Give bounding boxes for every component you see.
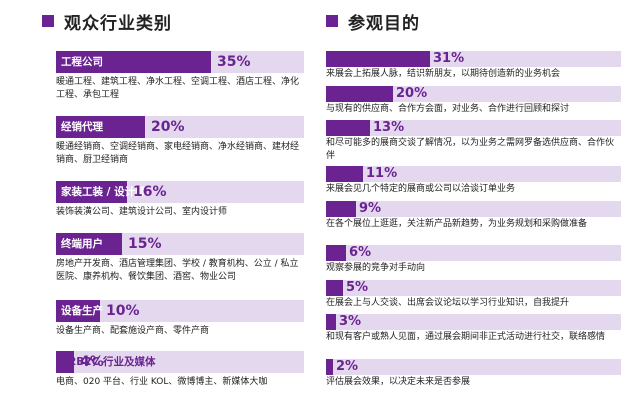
purpose-bar-track: 6% (326, 245, 621, 261)
industry-bar-fill (56, 116, 145, 138)
purpose-item: 3% 和现有客户或熟人见面，通过展会期间非正式活动进行社交，联络感情 (326, 314, 621, 344)
industry-description: 暖通经销商、空调经销商、家电经销商、净水经销商、建材经销商、厨卫经销商 (56, 142, 300, 165)
industry-bar-track: 设备生产 10% (56, 300, 304, 322)
industry-bar-track: B2B2C 行业及媒体 4% (56, 351, 304, 373)
industry-bar-fill (56, 181, 127, 203)
industry-percent: 16% (133, 184, 167, 200)
purpose-percent: 2% (336, 359, 359, 374)
purpose-item: 9% 在各个展位上逛逛，关注新产品新趋势，为业务规划和采购做准备 (326, 201, 621, 231)
purpose-item: 11% 来展会见几个特定的展商或公司以洽谈订单业务 (326, 166, 621, 196)
industry-bar-fill (56, 351, 74, 373)
industry-bar-track: 家装工装 / 设计师 16% (56, 181, 304, 203)
purpose-bar-track: 13% (326, 120, 621, 136)
industry-bar-fill (56, 300, 100, 322)
purpose-percent: 13% (373, 120, 405, 135)
purpose-title: 参观目的 (348, 13, 420, 34)
purpose-bar-track: 5% (326, 280, 621, 296)
purpose-bar-track: 9% (326, 201, 621, 217)
purpose-percent: 20% (396, 86, 428, 101)
industry-title: 观众行业类别 (64, 13, 172, 34)
purpose-percent: 5% (346, 280, 369, 295)
purpose-percent: 3% (339, 314, 362, 329)
purpose-percent: 9% (359, 201, 382, 216)
industry-description: 设备生产商、配套施设产商、零件产商 (56, 326, 210, 336)
industry-heading: 观众行业类别 (42, 9, 172, 34)
purpose-item: 6% 观察参展的竞争对手动向 (326, 245, 621, 275)
industry-item: 经销代理 20% 暖通经销商、空调经销商、家电经销商、净水经销商、建材经销商、厨… (56, 116, 304, 167)
purpose-description: 在展会上与人交谈、出席会议论坛以学习行业知识，自我提升 (326, 298, 570, 308)
purpose-description: 评估展会效果，以决定未来是否参展 (326, 377, 471, 387)
purpose-item: 20% 与现有的供应商、合作方会面，对业务、合作进行回顾和探讨 (326, 86, 621, 116)
industry-name: 工程公司 (61, 56, 103, 68)
industry-description: 电商、020 平台、行业 KOL、微博博主、新媒体大咖 (56, 377, 268, 387)
purpose-description: 来展会见几个特定的展商或公司以洽谈订单业务 (326, 184, 516, 194)
industry-item: 工程公司 35% 暖通工程、建筑工程、净水工程、空调工程、酒店工程、净化工程、承… (56, 51, 304, 102)
purpose-bar-fill (326, 314, 336, 330)
purpose-bar-fill (326, 359, 333, 375)
purpose-item: 5% 在展会上与人交谈、出席会议论坛以学习行业知识，自我提升 (326, 280, 621, 310)
purpose-description: 和现有客户或熟人见面，通过展会期间非正式活动进行社交，联络感情 (326, 332, 606, 342)
purpose-bar-fill (326, 120, 370, 136)
industry-bar-track: 终端用户 15% (56, 233, 304, 255)
industry-bar-fill (56, 51, 211, 73)
purpose-bar-fill (326, 166, 363, 182)
industry-description: 装饰装潢公司、建筑设计公司、室内设计师 (56, 207, 228, 217)
industry-description: 房地产开发商、酒店管理集团、学校 / 教育机构、公立 / 私立医院、康养机构、餐… (56, 259, 299, 282)
industry-percent: 15% (128, 236, 162, 252)
square-icon (42, 15, 54, 27)
industry-bar-fill (56, 233, 122, 255)
industry-percent: 35% (217, 54, 251, 70)
industry-item: B2B2C 行业及媒体 4% 电商、020 平台、行业 KOL、微博博主、新媒体… (56, 351, 304, 389)
industry-name: 设备生产 (61, 305, 103, 317)
purpose-bar-track: 11% (326, 166, 621, 182)
purpose-item: 2% 评估展会效果，以决定未来是否参展 (326, 359, 621, 389)
purpose-percent: 11% (366, 166, 398, 181)
industry-bar-track: 经销代理 20% (56, 116, 304, 138)
purpose-description: 和尽可能多的展商交谈了解情况，以为业务之需网罗备选供应商、合作伙伴 (326, 138, 615, 161)
square-icon (326, 15, 338, 27)
industry-name: 终端用户 (61, 238, 103, 250)
purpose-description: 来展会上拓展人脉，结识新朋友，以期待创造新的业务机会 (326, 69, 561, 79)
purpose-item: 31% 来展会上拓展人脉，结识新朋友，以期待创造新的业务机会 (326, 51, 621, 81)
industry-name: 经销代理 (61, 121, 103, 133)
purpose-description: 与现有的供应商、合作方会面，对业务、合作进行回顾和探讨 (326, 104, 570, 114)
purpose-bar-track: 3% (326, 314, 621, 330)
purpose-bar-fill (326, 201, 356, 217)
industry-percent: 4% (80, 354, 104, 370)
industry-item: 设备生产 10% 设备生产商、配套施设产商、零件产商 (56, 300, 304, 338)
purpose-percent: 31% (433, 51, 465, 66)
purpose-bar-fill (326, 245, 346, 261)
industry-name: B2B2C 行业及媒体 (61, 356, 156, 368)
industry-percent: 10% (106, 303, 140, 319)
industry-percent: 20% (151, 119, 185, 135)
purpose-bar-fill (326, 51, 430, 67)
purpose-description: 观察参展的竞争对手动向 (326, 263, 426, 273)
purpose-bar-track: 2% (326, 359, 621, 375)
purpose-description: 在各个展位上逛逛，关注新产品新趋势，为业务规划和采购做准备 (326, 219, 588, 229)
industry-item: 终端用户 15% 房地产开发商、酒店管理集团、学校 / 教育机构、公立 / 私立… (56, 233, 304, 284)
purpose-bar-fill (326, 280, 343, 296)
industry-description: 暖通工程、建筑工程、净水工程、空调工程、酒店工程、净化工程、承包工程 (56, 77, 300, 100)
purpose-heading: 参观目的 (326, 9, 420, 34)
industry-name: 家装工装 / 设计师 (61, 186, 146, 198)
purpose-bar-fill (326, 86, 393, 102)
purpose-bar-track: 31% (326, 51, 621, 67)
purpose-percent: 6% (349, 245, 372, 260)
purpose-item: 13% 和尽可能多的展商交谈了解情况，以为业务之需网罗备选供应商、合作伙伴 (326, 120, 621, 163)
industry-item: 家装工装 / 设计师 16% 装饰装潢公司、建筑设计公司、室内设计师 (56, 181, 304, 219)
purpose-bar-track: 20% (326, 86, 621, 102)
industry-bar-track: 工程公司 35% (56, 51, 304, 73)
